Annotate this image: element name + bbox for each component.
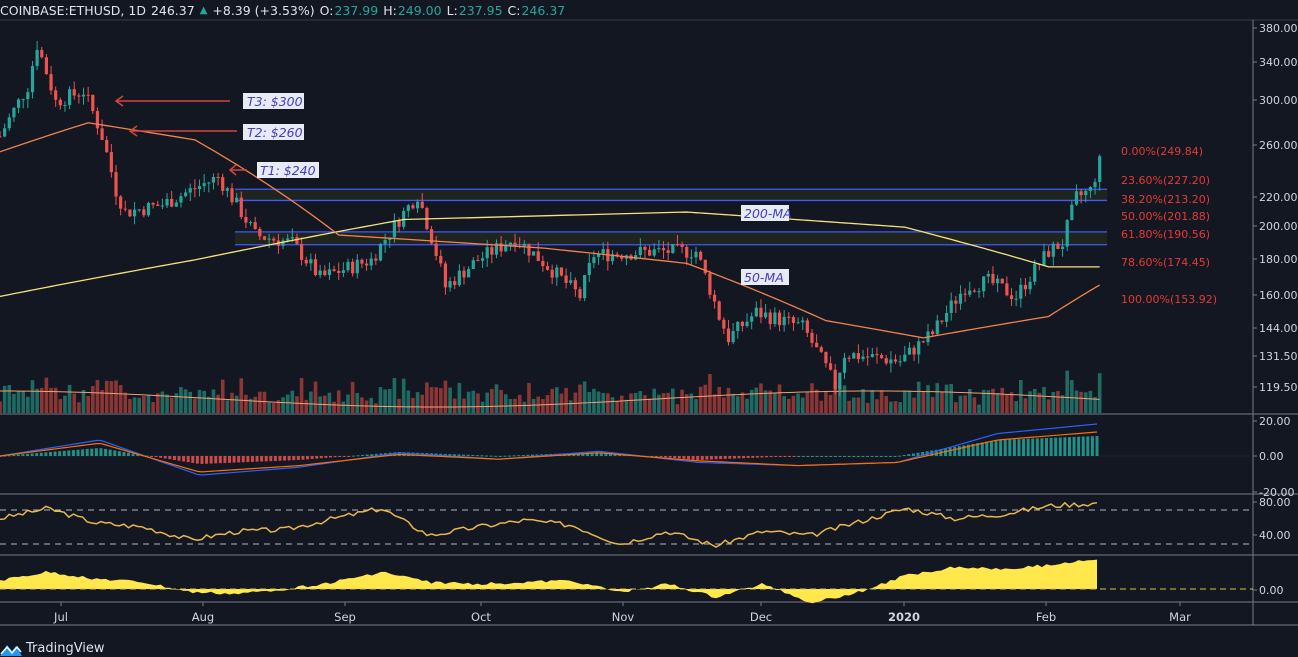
arrow-left-icon bbox=[114, 95, 124, 107]
ma50-line bbox=[0, 122, 1101, 339]
chart-canvas[interactable]: T3: $300 T2: $260 T1: $240 200-MA 50-MA … bbox=[0, 0, 1298, 640]
price-tick-label: 144.00 bbox=[1259, 322, 1298, 335]
time-axis[interactable]: Jul Aug Sep Oct Nov Dec 2020 Feb Mar bbox=[53, 602, 1191, 624]
svg-text:T3: $300: T3: $300 bbox=[247, 94, 303, 109]
price-axis[interactable]: 380.00 340.00 300.00 260.00 220.00 200.00 180.… bbox=[1253, 22, 1298, 597]
target-label-t1[interactable]: T1: $240 bbox=[257, 162, 319, 178]
target-label-t3[interactable]: T3: $300 bbox=[243, 93, 304, 109]
ma50-label[interactable]: 50-MA bbox=[741, 269, 789, 285]
price-tick-label: -20.00 bbox=[1259, 486, 1294, 499]
symbol-name[interactable]: COINBASE:ETHUSD, 1D bbox=[0, 2, 146, 18]
rsi-line bbox=[0, 501, 1098, 549]
chart-area[interactable] bbox=[0, 20, 1253, 602]
tradingview-brand[interactable]: TradingView bbox=[26, 641, 105, 656]
fib-label: 38.20%(213.20) bbox=[1121, 193, 1210, 206]
symbol-header: COINBASE:ETHUSD, 1D 246.37 ▲ +8.39 (+3.5… bbox=[0, 0, 1298, 20]
target-label-t2[interactable]: T2: $260 bbox=[243, 124, 304, 140]
price-tick-label: 380.00 bbox=[1259, 22, 1298, 35]
high-label: H: bbox=[383, 2, 397, 18]
fib-label: 23.60%(227.20) bbox=[1121, 174, 1210, 187]
footer: TradingView bbox=[0, 640, 105, 657]
support-resistance-zones bbox=[235, 188, 1107, 246]
fib-label: 78.60%(174.45) bbox=[1121, 256, 1210, 269]
price-tick-label: 0.00 bbox=[1259, 584, 1284, 597]
price-tick-label: 0.00 bbox=[1259, 450, 1284, 463]
price-tick-label: 80.00 bbox=[1259, 496, 1291, 509]
price-change: +8.39 (+3.53%) bbox=[212, 2, 315, 18]
fibonacci-levels: 0.00%(249.84) 23.60%(227.20) 38.20%(213.20… bbox=[1121, 145, 1217, 306]
price-tick-label: 20.00 bbox=[1259, 415, 1291, 428]
open-label: O: bbox=[319, 2, 334, 18]
price-tick-label: 180.00 bbox=[1259, 253, 1298, 266]
last-price: 246.37 bbox=[150, 2, 195, 18]
time-tick-label: Sep bbox=[334, 610, 356, 624]
svg-text:T1: $240: T1: $240 bbox=[260, 163, 316, 178]
low-value: 237.95 bbox=[458, 2, 503, 18]
price-tick-label: 40.00 bbox=[1259, 529, 1291, 542]
price-tick-label: 260.00 bbox=[1259, 139, 1298, 152]
price-tick-label: 160.00 bbox=[1259, 289, 1298, 302]
svg-text:50-MA: 50-MA bbox=[744, 270, 784, 285]
ma200-line bbox=[0, 211, 1100, 298]
time-tick-label: Aug bbox=[192, 610, 214, 624]
time-tick-label: Dec bbox=[750, 610, 772, 624]
price-tick-label: 131.50 bbox=[1259, 350, 1298, 363]
fib-label: 50.00%(201.88) bbox=[1121, 210, 1210, 223]
price-tick-label: 340.00 bbox=[1259, 56, 1298, 69]
high-value: 249.00 bbox=[397, 2, 442, 18]
volume-ma-line bbox=[0, 390, 1100, 408]
svg-text:200-MA: 200-MA bbox=[744, 206, 792, 221]
candlesticks bbox=[0, 40, 1102, 397]
macd-line bbox=[0, 423, 1098, 476]
time-tick-label: Feb bbox=[1036, 610, 1056, 624]
arrow-left-icon bbox=[228, 164, 237, 176]
time-tick-label: Jul bbox=[53, 610, 68, 624]
close-value: 246.37 bbox=[521, 2, 566, 18]
target-arrows bbox=[114, 95, 247, 176]
open-value: 237.99 bbox=[334, 2, 379, 18]
price-tick-label: 300.00 bbox=[1259, 94, 1298, 107]
ma200-label[interactable]: 200-MA bbox=[741, 205, 792, 221]
price-tick-label: 220.00 bbox=[1259, 191, 1298, 204]
fib-label: 100.00%(153.92) bbox=[1121, 293, 1217, 306]
low-label: L: bbox=[446, 2, 458, 18]
up-arrow-icon: ▲ bbox=[199, 4, 208, 16]
macd-histogram bbox=[0, 436, 1099, 464]
macd-signal-line bbox=[0, 431, 1098, 473]
time-tick-label: Oct bbox=[471, 610, 491, 624]
price-tick-label: 119.50 bbox=[1259, 381, 1298, 394]
svg-text:T2: $260: T2: $260 bbox=[247, 125, 303, 140]
close-label: C: bbox=[507, 2, 521, 18]
fib-label: 61.80%(190.56) bbox=[1121, 228, 1210, 241]
arrow-left-icon bbox=[128, 125, 138, 137]
momentum-area bbox=[0, 559, 1097, 604]
tradingview-logo-icon[interactable] bbox=[0, 642, 22, 656]
price-tick-label: 200.00 bbox=[1259, 220, 1298, 233]
fib-label: 0.00%(249.84) bbox=[1121, 145, 1203, 158]
time-tick-label: Nov bbox=[612, 610, 635, 624]
time-tick-label: Mar bbox=[1169, 610, 1191, 624]
time-tick-label: 2020 bbox=[888, 610, 920, 624]
